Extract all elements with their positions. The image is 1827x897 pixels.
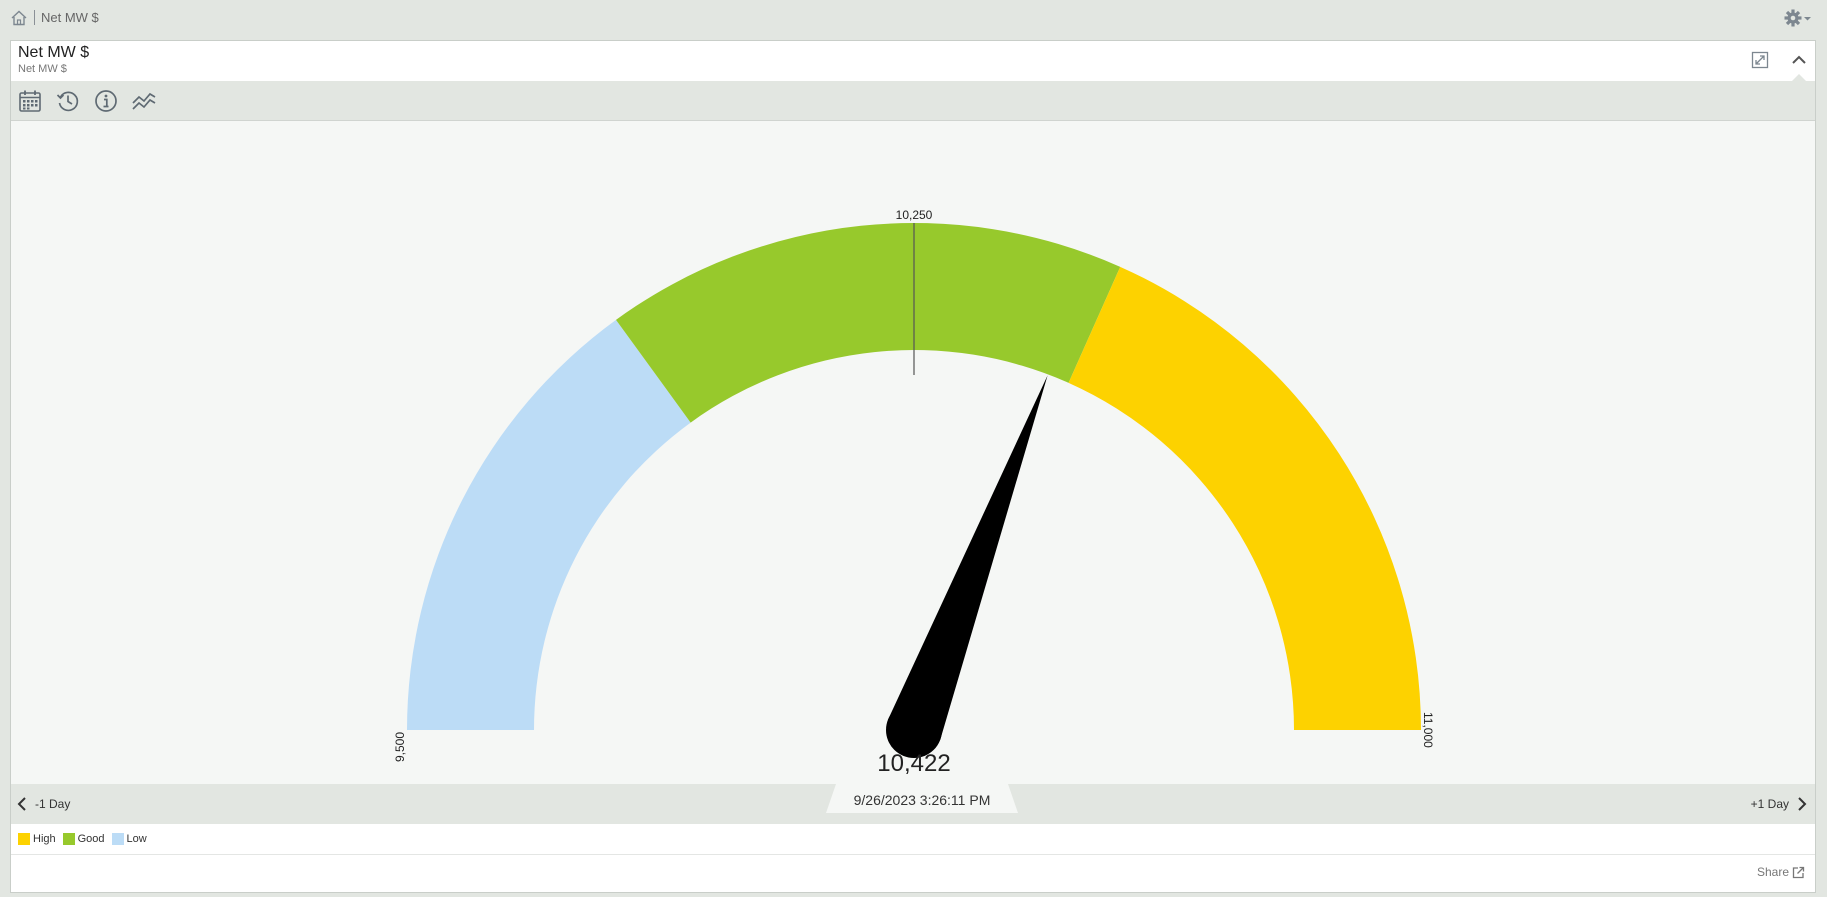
gauge-max-label: 11,000: [1421, 712, 1435, 748]
breadcrumb[interactable]: Net MW $: [41, 10, 99, 25]
gauge-panel: Net MW $ Net MW $: [10, 40, 1816, 893]
legend-label-high: High: [33, 833, 56, 845]
gauge-value: 10,422: [877, 750, 951, 777]
next-day-button[interactable]: +1 Day: [1751, 793, 1809, 815]
share-label: Share: [1756, 865, 1789, 879]
panel-title: Net MW $: [18, 44, 90, 61]
gear-icon[interactable]: [1783, 8, 1813, 28]
gauge-needle-hub: [886, 702, 942, 758]
panel-subtitle: Net MW $: [18, 63, 67, 75]
legend: High Good Low: [11, 824, 1815, 855]
legend-item-good[interactable]: Good: [62, 833, 105, 845]
legend-item-high[interactable]: High: [18, 833, 56, 845]
next-day-label: +1 Day: [1750, 797, 1789, 811]
legend-swatch-high: [18, 833, 30, 845]
info-icon[interactable]: [93, 88, 119, 114]
previous-day-label: -1 Day: [35, 797, 71, 811]
legend-item-low[interactable]: Low: [111, 833, 147, 845]
collapse-indicator: [1791, 74, 1807, 82]
gauge-chart: 10,250 9,500 11,000: [393, 208, 1435, 762]
previous-day-button[interactable]: -1 Day: [15, 793, 70, 815]
calendar-icon[interactable]: [17, 88, 43, 114]
legend-swatch-good: [62, 833, 75, 845]
date-navigation-bar: -1 Day 9/26/2023 3:26:11 PM +1 Day: [11, 784, 1815, 824]
share-icon: [1792, 866, 1805, 878]
trend-icon[interactable]: [131, 88, 157, 114]
timestamp-tab: [826, 784, 1018, 813]
gauge-chart-area: 10,250 9,500 11,000: [11, 121, 1815, 784]
history-icon[interactable]: [55, 88, 81, 114]
top-bar: Net MW $: [0, 0, 1827, 36]
timestamp-label: 9/26/2023 3:26:11 PM: [853, 792, 991, 808]
gauge-band-high: [1068, 266, 1421, 730]
gauge-band-low: [407, 319, 691, 730]
legend-swatch-low: [111, 833, 124, 845]
share-button[interactable]: Share: [1757, 865, 1805, 879]
chevron-up-icon[interactable]: [1789, 51, 1809, 69]
toolbar: [11, 81, 1815, 121]
gauge-min-label: 9,500: [393, 732, 407, 762]
gauge-band-good: [615, 223, 1121, 423]
chevron-left-icon: [17, 797, 26, 811]
legend-label-good: Good: [77, 833, 105, 845]
expand-icon[interactable]: [1751, 51, 1769, 69]
legend-label-low: Low: [126, 833, 147, 845]
gauge-needle: [887, 375, 1048, 740]
gauge-target-label: 10,250: [896, 208, 933, 222]
breadcrumb-divider: [34, 10, 35, 25]
home-icon[interactable]: [10, 9, 28, 27]
panel-header: Net MW $ Net MW $: [11, 41, 1815, 82]
chevron-right-icon: [1798, 797, 1807, 811]
